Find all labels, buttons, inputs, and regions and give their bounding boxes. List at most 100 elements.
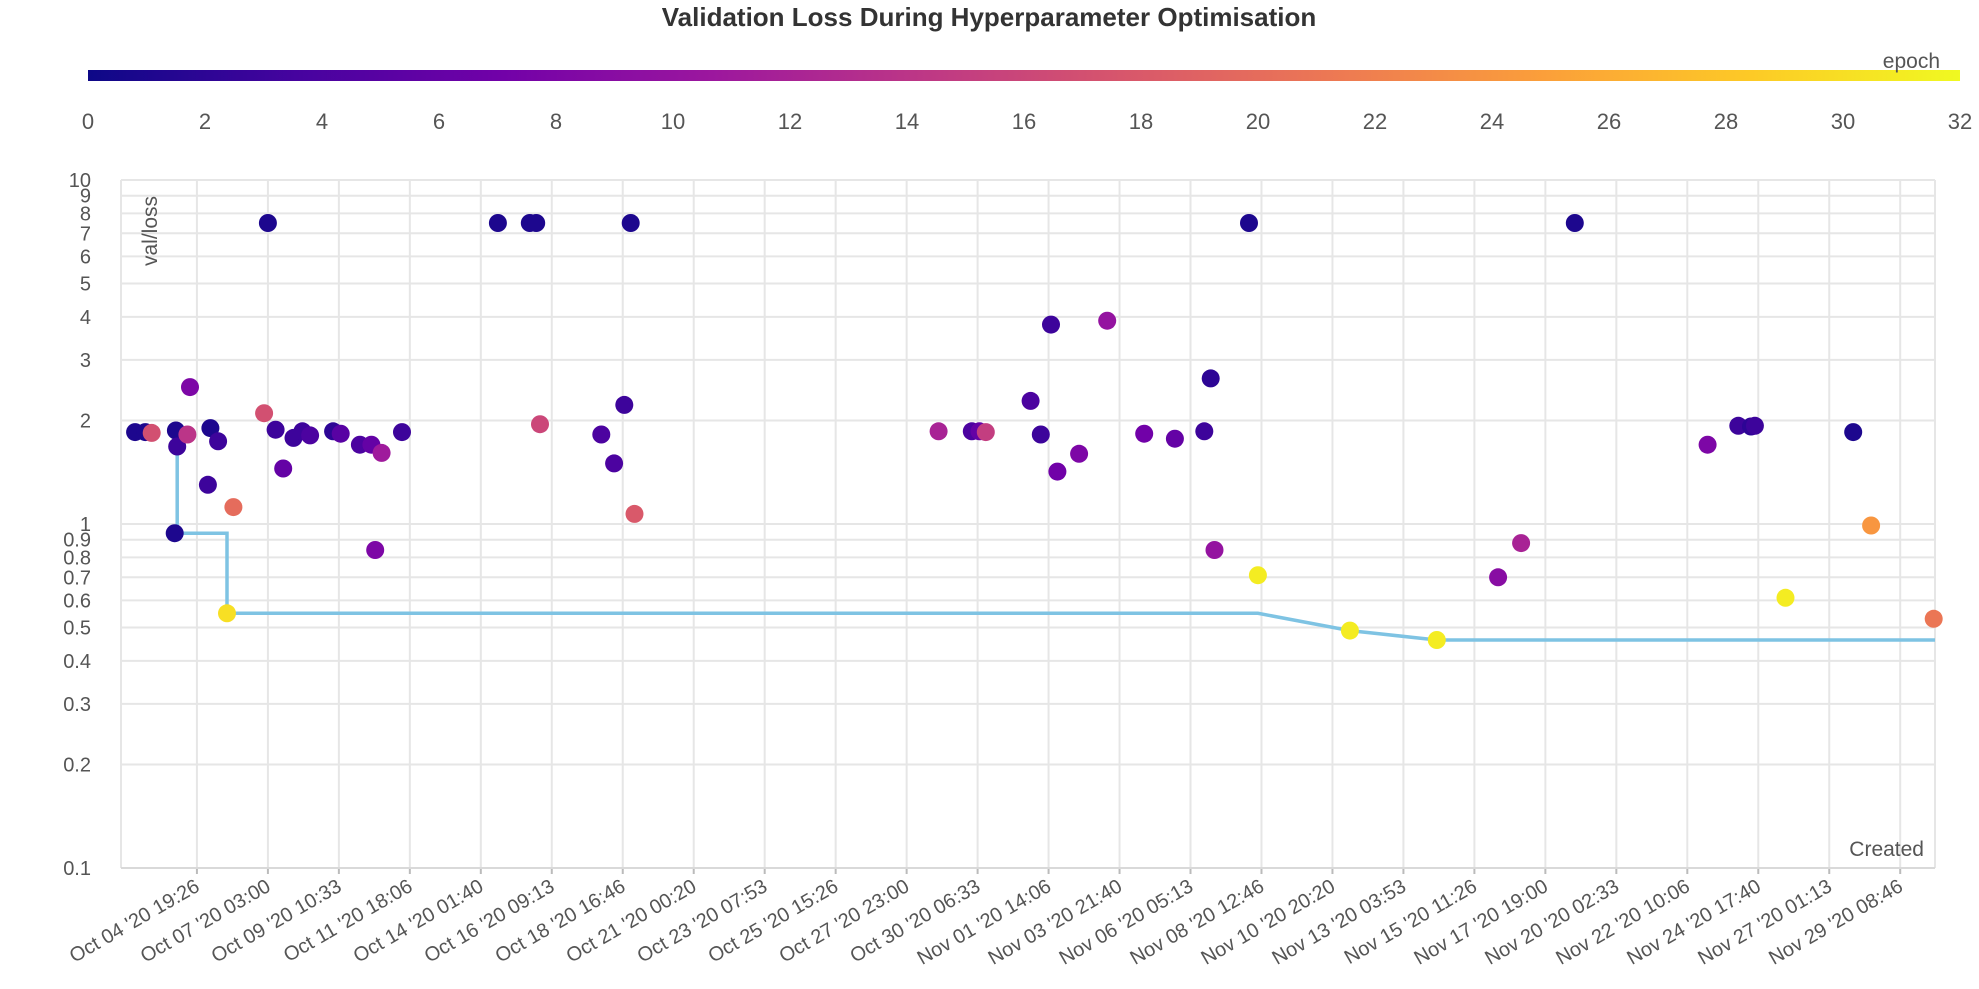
colorbar-gradient bbox=[88, 70, 1960, 81]
trial-point[interactable] bbox=[488, 214, 507, 232]
trial-point[interactable] bbox=[1165, 429, 1184, 448]
y-tick-label: 0.1 bbox=[63, 858, 91, 880]
trial-point[interactable] bbox=[621, 214, 640, 232]
y-tick-label: 0.2 bbox=[63, 754, 91, 776]
trial-point[interactable] bbox=[258, 214, 277, 232]
trial-point[interactable] bbox=[393, 423, 411, 442]
trial-point[interactable] bbox=[1427, 631, 1446, 649]
colorbar-tick-label: 14 bbox=[895, 109, 919, 134]
trial-point[interactable] bbox=[929, 422, 948, 441]
trial-point[interactable] bbox=[1776, 588, 1795, 607]
trial-point[interactable] bbox=[198, 475, 217, 494]
y-tick-label: 9 bbox=[80, 186, 91, 208]
trial-point[interactable] bbox=[1862, 516, 1881, 535]
colorbar: epoch 0 2 4 6 8 10 12 14 16 18 20 22 24 26 28 30 32 bbox=[82, 50, 1972, 134]
trial-point[interactable] bbox=[976, 423, 995, 442]
y-tick-label: 0.9 bbox=[63, 530, 91, 552]
trial-point[interactable] bbox=[1745, 416, 1764, 435]
colorbar-tick-label: 2 bbox=[199, 109, 211, 134]
trial-point[interactable] bbox=[1340, 621, 1359, 640]
y-tick-label: 2 bbox=[80, 410, 91, 432]
trial-point[interactable] bbox=[527, 214, 546, 232]
colorbar-ticks: 0 2 4 6 8 10 12 14 16 18 20 22 24 26 28 30 32 bbox=[82, 109, 1972, 134]
colorbar-tick-label: 20 bbox=[1246, 109, 1270, 134]
x-gridlines bbox=[120, 180, 1936, 874]
y-tick-label: 4 bbox=[80, 307, 91, 329]
trial-point[interactable] bbox=[1135, 424, 1154, 443]
trial-point[interactable] bbox=[615, 395, 634, 414]
trial-point[interactable] bbox=[301, 426, 320, 445]
y-tick-label: 1 bbox=[80, 514, 91, 536]
trial-point[interactable] bbox=[331, 424, 350, 443]
colorbar-tick-label: 16 bbox=[1012, 109, 1036, 134]
y-tick-label: 6 bbox=[80, 246, 91, 268]
y-tick-label: 5 bbox=[80, 274, 91, 296]
colorbar-tick-label: 24 bbox=[1480, 109, 1504, 134]
trial-point[interactable] bbox=[1844, 423, 1863, 442]
trial-point[interactable] bbox=[218, 604, 236, 623]
trial-point[interactable] bbox=[592, 425, 611, 444]
trial-point[interactable] bbox=[372, 443, 391, 462]
trial-point[interactable] bbox=[531, 415, 549, 434]
y-tick-label: 0.4 bbox=[63, 651, 91, 673]
colorbar-tick-label: 12 bbox=[778, 109, 802, 134]
colorbar-tick-label: 8 bbox=[550, 109, 562, 134]
colorbar-tick-label: 4 bbox=[316, 109, 328, 134]
trial-point[interactable] bbox=[1248, 566, 1267, 585]
trial-point[interactable] bbox=[255, 404, 274, 423]
trial-point[interactable] bbox=[605, 454, 624, 473]
colorbar-tick-label: 0 bbox=[82, 109, 94, 134]
trial-point[interactable] bbox=[168, 437, 187, 456]
colorbar-tick-label: 32 bbox=[1948, 109, 1972, 134]
y-tick-label: 0.7 bbox=[63, 567, 91, 589]
y-tick-label: 3 bbox=[80, 350, 91, 372]
colorbar-tick-label: 28 bbox=[1714, 109, 1738, 134]
trial-point[interactable] bbox=[209, 432, 228, 451]
y-tick-label: 0.6 bbox=[63, 590, 91, 612]
y-gridlines bbox=[121, 179, 1935, 869]
trial-point[interactable] bbox=[1031, 425, 1050, 444]
y-tick-label: 10 bbox=[69, 170, 91, 192]
trial-point[interactable] bbox=[1489, 568, 1508, 587]
trial-point[interactable] bbox=[1205, 541, 1224, 559]
scatter-points bbox=[126, 214, 1943, 649]
trial-point[interactable] bbox=[201, 419, 220, 438]
best-loss-line bbox=[175, 446, 1935, 642]
trial-point[interactable] bbox=[224, 498, 243, 517]
colorbar-label: epoch bbox=[1883, 50, 1940, 73]
trial-point[interactable] bbox=[366, 541, 385, 559]
trial-point[interactable] bbox=[1698, 435, 1717, 454]
y-tick-label: 7 bbox=[80, 223, 91, 245]
x-axis-label: Created bbox=[1849, 838, 1924, 861]
y-tick-label: 0.3 bbox=[63, 694, 91, 716]
trial-point[interactable] bbox=[1729, 416, 1748, 435]
trial-point[interactable] bbox=[181, 378, 199, 397]
colorbar-tick-label: 26 bbox=[1597, 109, 1621, 134]
trial-point[interactable] bbox=[1070, 444, 1089, 463]
trial-point[interactable] bbox=[178, 425, 197, 444]
trial-point[interactable] bbox=[266, 420, 285, 439]
y-tick-label: 0.8 bbox=[63, 547, 91, 569]
y-tick-label: 0.5 bbox=[63, 618, 91, 640]
trial-point[interactable] bbox=[1201, 369, 1220, 388]
trial-point[interactable] bbox=[1240, 214, 1258, 232]
trial-point[interactable] bbox=[1924, 609, 1943, 628]
colorbar-tick-label: 22 bbox=[1363, 109, 1387, 134]
y-axis-label: val/loss bbox=[139, 196, 162, 266]
trial-point[interactable] bbox=[1195, 422, 1214, 441]
trial-point[interactable] bbox=[1048, 462, 1067, 481]
trial-point[interactable] bbox=[1042, 315, 1060, 334]
trial-point[interactable] bbox=[1021, 391, 1040, 410]
trial-point[interactable] bbox=[1098, 311, 1117, 330]
trial-point[interactable] bbox=[1512, 534, 1531, 553]
chart-title: Validation Loss During Hyperparameter Op… bbox=[662, 2, 1316, 32]
trial-point[interactable] bbox=[142, 423, 161, 442]
trial-point[interactable] bbox=[165, 524, 184, 543]
colorbar-tick-label: 6 bbox=[433, 109, 445, 134]
trial-point[interactable] bbox=[274, 459, 293, 478]
trial-point[interactable] bbox=[1565, 214, 1584, 232]
trial-point[interactable] bbox=[625, 504, 644, 523]
